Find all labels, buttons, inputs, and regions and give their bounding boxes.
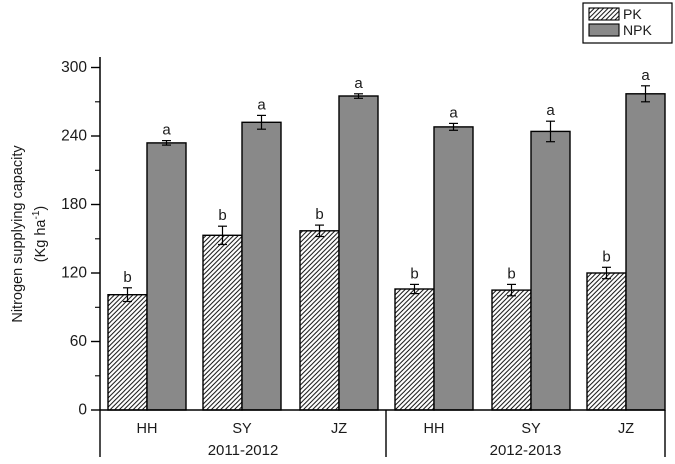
sig-letter: a <box>162 122 171 139</box>
sig-letter: a <box>449 104 458 121</box>
legend-label-npk: NPK <box>623 22 652 38</box>
group-label: JZ <box>618 421 634 437</box>
sig-letter: a <box>641 67 650 84</box>
bar-pk-hh <box>107 294 148 411</box>
sig-letter: b <box>315 206 323 223</box>
bar-npk-hh <box>433 126 474 411</box>
y-tick-label: 240 <box>61 128 87 145</box>
error-bar <box>218 225 227 246</box>
section-label: 2012-2013 <box>490 442 562 459</box>
y-tick-label: 180 <box>61 196 87 213</box>
error-bar <box>602 266 611 280</box>
error-bar <box>449 122 458 131</box>
y-axis-title-line2: (Kg ha-1) <box>31 206 49 262</box>
error-bar <box>354 93 363 99</box>
y-tick-label: 120 <box>61 265 87 282</box>
sig-letter: b <box>410 265 418 282</box>
error-bar <box>641 85 650 103</box>
y-tick-label: 300 <box>61 59 87 76</box>
sig-letter: a <box>257 96 266 113</box>
group-label: SY <box>232 421 252 437</box>
group-label: SY <box>521 421 541 437</box>
sig-letter: b <box>507 265 515 282</box>
error-bar <box>410 283 419 295</box>
error-bar <box>257 114 266 130</box>
legend-label-pk: PK <box>623 6 642 22</box>
bar-npk-jz <box>338 95 379 411</box>
error-bar <box>123 287 132 303</box>
error-bar <box>507 283 516 297</box>
sig-letter: b <box>602 248 610 265</box>
group-label: HH <box>137 421 158 437</box>
group-label: HH <box>424 421 445 437</box>
sig-letter: a <box>354 75 363 92</box>
bar-pk-sy <box>202 234 243 411</box>
sig-letter: a <box>546 102 555 119</box>
group-label: JZ <box>331 421 347 437</box>
bar-pk-jz <box>586 272 627 411</box>
bar-pk-jz <box>299 230 340 411</box>
sig-letter: b <box>123 269 131 286</box>
legend-swatch-pk <box>588 7 620 21</box>
bar-pk-hh <box>394 288 435 411</box>
bar-pk-sy <box>491 289 532 411</box>
bar-npk-sy <box>241 121 282 411</box>
legend-swatch-npk <box>588 23 620 37</box>
section-label: 2011-2012 <box>208 442 279 459</box>
bar-npk-sy <box>530 130 571 411</box>
error-bar <box>162 140 171 146</box>
error-bar <box>546 120 555 143</box>
sig-letter: b <box>218 207 226 224</box>
bar-npk-hh <box>146 142 187 411</box>
y-tick-label: 0 <box>78 402 87 419</box>
bar-npk-jz <box>625 93 666 411</box>
error-bar <box>315 224 324 238</box>
y-axis-title-line1: Nitrogen supplying capacity <box>10 145 26 323</box>
y-tick-label: 60 <box>70 333 88 350</box>
